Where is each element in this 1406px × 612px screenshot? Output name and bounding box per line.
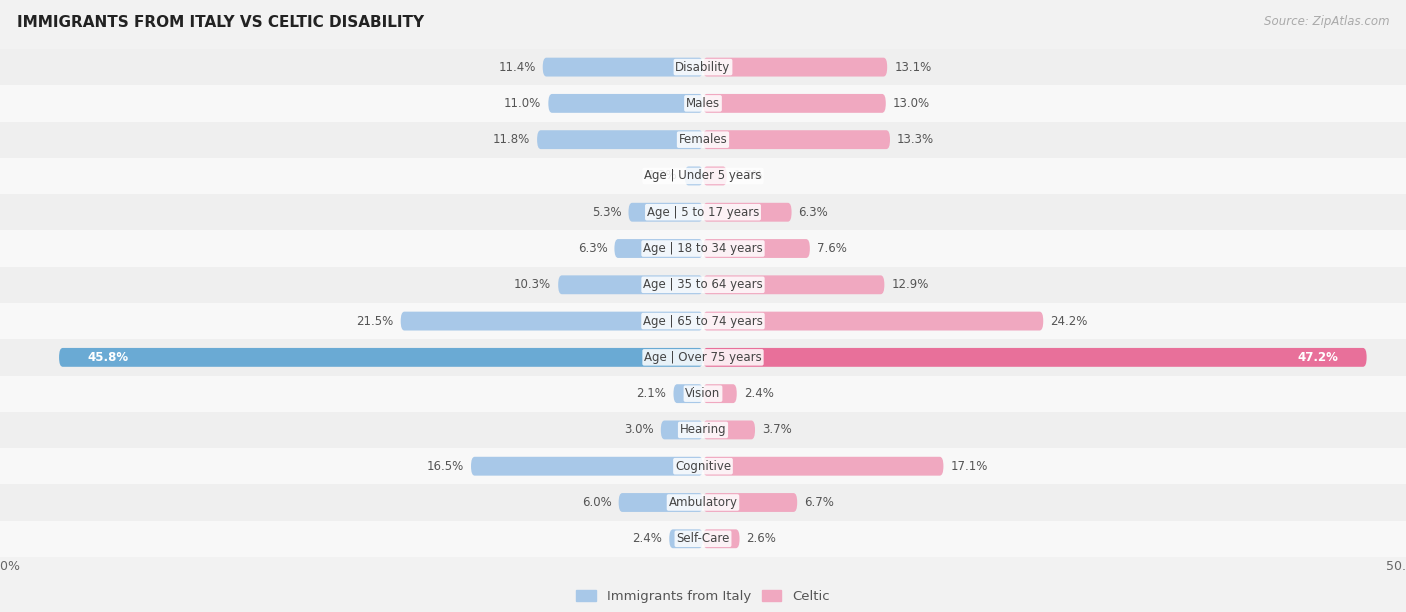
Bar <box>0 85 1406 122</box>
Text: 11.8%: 11.8% <box>494 133 530 146</box>
Text: 13.3%: 13.3% <box>897 133 934 146</box>
Bar <box>0 412 1406 448</box>
FancyBboxPatch shape <box>703 239 810 258</box>
FancyBboxPatch shape <box>703 203 792 222</box>
Text: 5.3%: 5.3% <box>592 206 621 218</box>
Text: 3.7%: 3.7% <box>762 424 792 436</box>
Text: 45.8%: 45.8% <box>87 351 128 364</box>
Bar <box>0 230 1406 267</box>
FancyBboxPatch shape <box>703 312 1043 330</box>
Text: 11.4%: 11.4% <box>498 61 536 73</box>
Text: 1.7%: 1.7% <box>734 170 763 182</box>
Text: 3.0%: 3.0% <box>624 424 654 436</box>
FancyBboxPatch shape <box>703 275 884 294</box>
FancyBboxPatch shape <box>619 493 703 512</box>
Bar <box>0 339 1406 376</box>
Text: Disability: Disability <box>675 61 731 73</box>
FancyBboxPatch shape <box>558 275 703 294</box>
Text: Ambulatory: Ambulatory <box>668 496 738 509</box>
Text: 6.0%: 6.0% <box>582 496 612 509</box>
Text: Females: Females <box>679 133 727 146</box>
Text: 16.5%: 16.5% <box>427 460 464 472</box>
Bar <box>0 122 1406 158</box>
FancyBboxPatch shape <box>703 166 727 185</box>
Text: Males: Males <box>686 97 720 110</box>
Text: 2.1%: 2.1% <box>637 387 666 400</box>
FancyBboxPatch shape <box>703 529 740 548</box>
FancyBboxPatch shape <box>703 58 887 76</box>
Text: 6.3%: 6.3% <box>799 206 828 218</box>
FancyBboxPatch shape <box>703 94 886 113</box>
Text: 10.3%: 10.3% <box>515 278 551 291</box>
Text: Hearing: Hearing <box>679 424 727 436</box>
FancyBboxPatch shape <box>614 239 703 258</box>
FancyBboxPatch shape <box>703 457 943 476</box>
FancyBboxPatch shape <box>673 384 703 403</box>
Text: Age | Over 75 years: Age | Over 75 years <box>644 351 762 364</box>
Bar <box>0 49 1406 85</box>
Bar <box>0 484 1406 521</box>
Text: 2.4%: 2.4% <box>744 387 773 400</box>
Text: Vision: Vision <box>685 387 721 400</box>
Bar <box>0 376 1406 412</box>
Text: 13.1%: 13.1% <box>894 61 931 73</box>
FancyBboxPatch shape <box>59 348 703 367</box>
Text: Self-Care: Self-Care <box>676 532 730 545</box>
Text: IMMIGRANTS FROM ITALY VS CELTIC DISABILITY: IMMIGRANTS FROM ITALY VS CELTIC DISABILI… <box>17 15 425 31</box>
FancyBboxPatch shape <box>401 312 703 330</box>
Text: Age | 65 to 74 years: Age | 65 to 74 years <box>643 315 763 327</box>
FancyBboxPatch shape <box>661 420 703 439</box>
Legend: Immigrants from Italy, Celtic: Immigrants from Italy, Celtic <box>571 585 835 609</box>
Text: 47.2%: 47.2% <box>1298 351 1339 364</box>
Text: 7.6%: 7.6% <box>817 242 846 255</box>
Bar <box>0 303 1406 339</box>
FancyBboxPatch shape <box>669 529 703 548</box>
FancyBboxPatch shape <box>703 420 755 439</box>
FancyBboxPatch shape <box>703 348 1367 367</box>
FancyBboxPatch shape <box>537 130 703 149</box>
Bar <box>0 267 1406 303</box>
Text: Age | 18 to 34 years: Age | 18 to 34 years <box>643 242 763 255</box>
Text: Age | Under 5 years: Age | Under 5 years <box>644 170 762 182</box>
Bar <box>0 448 1406 484</box>
Text: 6.3%: 6.3% <box>578 242 607 255</box>
Text: Age | 35 to 64 years: Age | 35 to 64 years <box>643 278 763 291</box>
FancyBboxPatch shape <box>685 166 703 185</box>
FancyBboxPatch shape <box>543 58 703 76</box>
FancyBboxPatch shape <box>703 384 737 403</box>
FancyBboxPatch shape <box>703 130 890 149</box>
Text: 2.4%: 2.4% <box>633 532 662 545</box>
FancyBboxPatch shape <box>548 94 703 113</box>
Bar <box>0 158 1406 194</box>
Text: Cognitive: Cognitive <box>675 460 731 472</box>
Text: 21.5%: 21.5% <box>357 315 394 327</box>
Text: 11.0%: 11.0% <box>505 97 541 110</box>
Text: 12.9%: 12.9% <box>891 278 929 291</box>
Text: 1.3%: 1.3% <box>648 170 678 182</box>
Text: Age | 5 to 17 years: Age | 5 to 17 years <box>647 206 759 218</box>
Text: 24.2%: 24.2% <box>1050 315 1088 327</box>
Bar <box>0 194 1406 230</box>
FancyBboxPatch shape <box>471 457 703 476</box>
Text: 6.7%: 6.7% <box>804 496 834 509</box>
Bar <box>0 521 1406 557</box>
Text: 2.6%: 2.6% <box>747 532 776 545</box>
FancyBboxPatch shape <box>703 493 797 512</box>
Text: 13.0%: 13.0% <box>893 97 929 110</box>
FancyBboxPatch shape <box>628 203 703 222</box>
Text: 17.1%: 17.1% <box>950 460 988 472</box>
Text: Source: ZipAtlas.com: Source: ZipAtlas.com <box>1264 15 1389 28</box>
